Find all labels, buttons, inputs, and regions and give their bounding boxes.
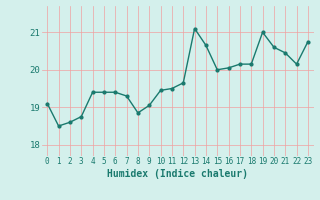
X-axis label: Humidex (Indice chaleur): Humidex (Indice chaleur)	[107, 169, 248, 179]
